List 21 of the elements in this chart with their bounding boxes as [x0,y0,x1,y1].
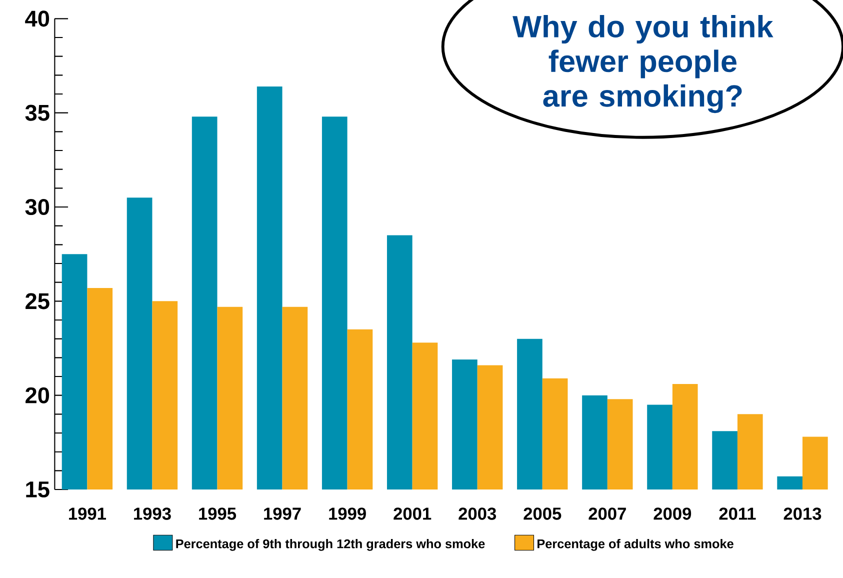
x-tick-label: 1995 [199,508,236,520]
y-tick-label: 40 [25,10,50,27]
y-tick-label: 30 [25,199,50,216]
y-tick-label: 20 [26,388,50,404]
x-tick-label: 1991 [69,508,106,520]
x-tick-label: 2005 [524,508,562,520]
x-tick-label: 1997 [264,508,301,520]
x-tick-label: 2009 [654,508,692,520]
x-tick-label: 2013 [784,508,822,520]
text: Why do you think fewer people are smoking? [512,15,774,114]
x-tick-label: 1993 [134,508,171,520]
x-tick-label: 2003 [458,508,496,520]
y-tick-label: 25 [26,293,50,310]
legend-label: Percentage of 9th through 12th graders who smoke [176,539,485,552]
x-tick-label: 1999 [329,508,366,520]
y-tick-label: 35 [25,105,50,122]
x-tick-label: 2001 [394,508,432,520]
x-tick-label: 2011 [719,508,756,520]
x-tick-label: 2007 [588,508,626,520]
legend-label: Percentage of adults who smoke [538,539,734,552]
y-tick-label: 15 [26,482,50,498]
